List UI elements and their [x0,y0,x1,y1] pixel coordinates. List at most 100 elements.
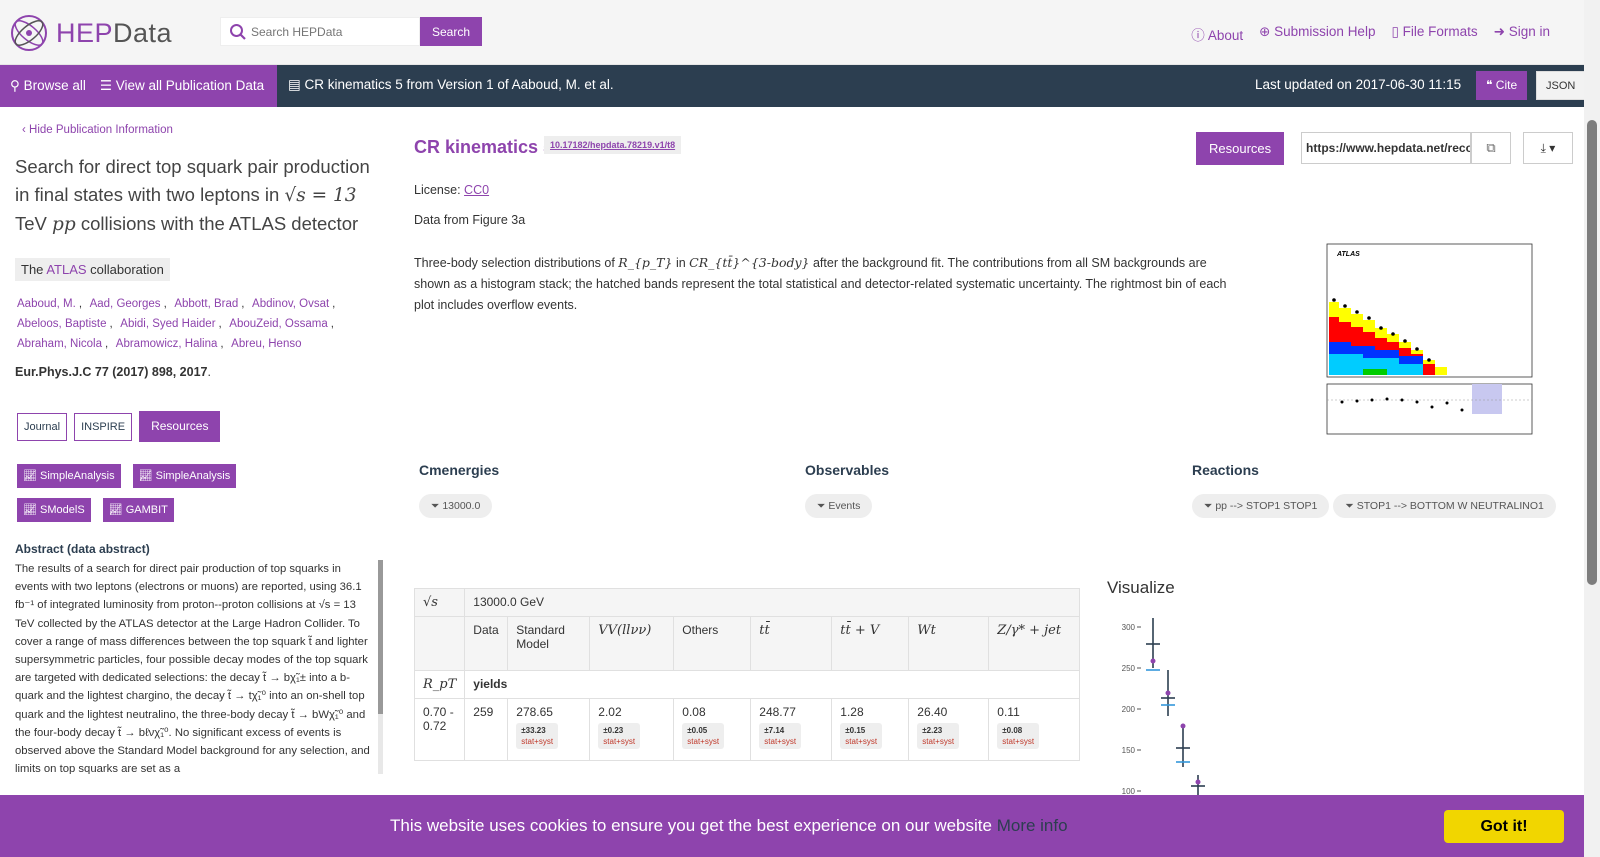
abstract-scroll-thumb[interactable] [378,560,383,714]
facet-title: Reactions [1192,462,1259,478]
desc-in: in [675,256,686,270]
cookie-banner: This website uses cookies to ensure you … [0,795,1584,857]
column-header: Standard Model [507,616,591,671]
search-input[interactable] [251,24,416,39]
author-link[interactable]: Abidi, Syed Haider [120,318,216,330]
browse-all-link[interactable]: ⚲ Browse all [10,78,86,94]
desc-part-a: Three-body selection distributions of [414,256,615,270]
page-scrollbar[interactable] [1584,0,1600,857]
author-link[interactable]: Abbott, Brad [174,298,239,310]
separator: , [218,318,222,330]
column-header: tt̄ [750,616,833,671]
nav-left: ⚲ Browse all ☰ View all Publication Data [0,65,277,107]
error-badge: ±33.23 stat+syst [516,723,559,749]
doi-link[interactable]: 10.17182/hepdata.78219.v1/t8 [544,136,682,154]
author-link[interactable]: AbouZeid, Ossama [229,318,328,330]
accept-cookies-button[interactable]: Got it! [1444,810,1564,843]
table-resources-button[interactable]: Resources [1196,132,1285,165]
error-label: stat+syst [922,737,955,746]
value: 248.77 [759,705,796,719]
column-header: Z/γ* + jet [988,616,1081,671]
reaction-chip[interactable]: ⏷ pp --> STOP1 STOP1 [1192,494,1330,518]
visualize-plot[interactable]: 300 250 200 150 100 [1107,610,1227,800]
error-value: ±0.23 [603,726,624,735]
smodels-button[interactable]: 📈︎ SModelS [17,498,91,522]
column-header: VV(llνν) [589,616,675,671]
table-url-field[interactable]: https://www.hepdata.net/record/ins162320… [1301,132,1471,164]
observable-chip[interactable]: ⏷ Events [805,494,873,518]
desc-region: CR_{tt̄}^{3-body} [689,255,810,270]
author-link[interactable]: Abreu, Henso [231,338,302,350]
tag-icon: ⏷ [817,500,829,512]
row-variable: R_pT [413,670,466,699]
more-info-link[interactable]: More info [996,816,1068,835]
cite-label: Cite [1495,78,1518,92]
license-label: License: [414,183,461,197]
cmenergy-chip[interactable]: ⏷ 13000.0 [419,494,493,518]
value-cell: 278.65 ±33.23 stat+syst [507,698,591,761]
hepdata-logo[interactable]: HEPData [8,12,172,54]
column-header: Data [464,616,509,671]
error-label: stat+syst [521,737,554,746]
error-value: ±33.23 [521,726,546,735]
copy-url-button[interactable]: ⧉ [1471,132,1511,164]
error-value: ±0.08 [1002,726,1023,735]
publication-resources-button[interactable]: Resources [139,411,221,442]
separator: , [330,318,334,330]
reaction-chip[interactable]: ⏷ STOP1 --> BOTTOM W NEUTRALINO1 [1333,494,1556,518]
atom-logo-icon [11,15,47,51]
separator: , [332,298,336,310]
title-pp: pp [52,214,76,235]
error-badge: ±0.23 stat+syst [598,723,641,749]
file-formats-link[interactable]: ▯ File Formats [1391,24,1477,44]
submission-help-link[interactable]: ⊕ Submission Help [1259,24,1375,44]
title-part-c: collisions with the ATLAS detector [80,213,359,234]
json-button[interactable]: JSON [1536,71,1586,100]
author-link[interactable]: Aad, Georges [89,298,161,310]
author-link[interactable]: Abraham, Nicola [17,338,103,350]
collab-post: collaboration [90,262,164,277]
download-button[interactable]: ⤓ ▾ [1523,132,1573,164]
simpleanalysis-button[interactable]: 📈︎ SimpleAnalysis [17,464,121,488]
author-link[interactable]: Aaboud, M. [17,298,76,310]
sign-in-link[interactable]: ➜ Sign in [1494,24,1550,44]
author-link[interactable]: Abeloos, Baptiste [17,318,107,330]
file-formats-label: File Formats [1402,24,1478,39]
error-value: ±0.05 [687,726,708,735]
about-link[interactable]: ⓘ About [1191,24,1243,44]
data-table: √s 13000.0 GeV Data Standard Model VV(ll… [413,588,1081,761]
gambit-button[interactable]: 📈︎ GAMBIT [102,498,174,522]
separator: , [220,338,224,350]
logo-text-hep: HEP [56,17,114,48]
last-updated: Last updated on 2017-06-30 11:15 [1255,77,1462,92]
abstract-heading: Abstract (data abstract) [15,542,150,556]
search-button[interactable]: Search [420,17,483,46]
simpleanalysis-button[interactable]: 📈︎ SimpleAnalysis [132,464,237,488]
chart-line-icon: 📈︎ [138,470,156,482]
table-row[interactable]: 0.70 - 0.72 259 278.65 ±33.23 stat+syst 2.… [413,698,1081,761]
author-link[interactable]: Abramowicz, Halina [115,338,218,350]
license-link[interactable]: CC0 [464,183,490,197]
view-all-label: View all Publication Data [115,78,265,93]
cite-button[interactable]: ❝ Cite [1476,71,1528,100]
author-link[interactable]: Abdinov, Ovsat [252,298,330,310]
desc-variable: R_{p_T} [618,255,673,270]
license-line: License: CC0 [414,183,489,197]
inspire-button[interactable]: INSPIRE [74,413,133,441]
collab-pre: The [21,262,44,277]
abstract-scrollbar[interactable] [378,560,383,774]
hide-publication-info-link[interactable]: ‹ Hide Publication Information [22,124,173,136]
figure-thumbnail[interactable]: ATLAS [1302,242,1542,447]
group-label: yields [464,670,1081,699]
view-all-link[interactable]: ☰ View all Publication Data [100,78,264,94]
tag-icon: ⏷ [431,500,443,512]
value: 2.02 [598,705,622,719]
collaboration-link[interactable]: ATLAS [46,262,87,277]
y-tick-label: 100 [1122,787,1136,796]
journal-button[interactable]: Journal [17,413,68,441]
column-header: tt̄ + V [831,616,910,671]
value-cell: 26.40 ±2.23 stat+syst [908,698,990,761]
download-icon: ⤓ ▾ [1540,141,1556,155]
chevron-left-icon: ‹ [22,124,30,136]
page-scroll-thumb[interactable] [1587,120,1597,585]
